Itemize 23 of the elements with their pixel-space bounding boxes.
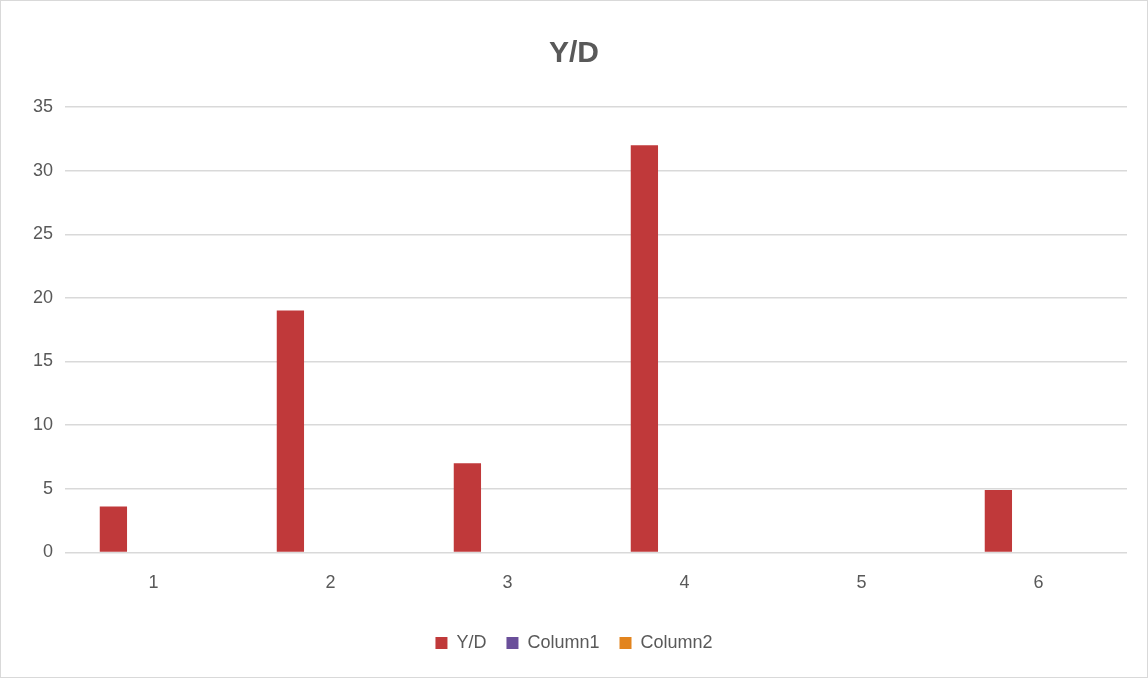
y-tick-label: 10 <box>32 414 54 435</box>
x-tick-label: 4 <box>679 572 690 593</box>
legend-label: Column2 <box>640 631 713 652</box>
x-tick-label: 1 <box>148 572 159 593</box>
y-tick-label: 15 <box>32 350 54 371</box>
chart-title: Y/D <box>548 35 600 69</box>
bar <box>984 490 1013 552</box>
x-tick-label: 3 <box>502 572 513 593</box>
x-tick-label: 5 <box>856 572 867 593</box>
x-tick-label: 6 <box>1033 572 1044 593</box>
x-tick-label: 2 <box>325 572 336 593</box>
y-tick-label: 5 <box>43 477 54 498</box>
y-tick-label: 20 <box>32 286 54 307</box>
y-tick-label: 0 <box>43 541 54 562</box>
y-tick-label: 25 <box>32 223 54 244</box>
bar <box>453 463 482 552</box>
bar <box>630 145 659 552</box>
bar <box>276 310 305 552</box>
legend-label: Y/D <box>456 631 487 652</box>
y-tick-label: 30 <box>32 159 54 180</box>
y-tick-label: 35 <box>32 95 54 116</box>
legend-label: Column1 <box>527 631 600 652</box>
bar <box>99 506 128 552</box>
